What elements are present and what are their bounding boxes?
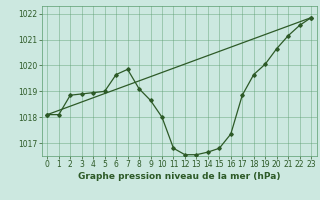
X-axis label: Graphe pression niveau de la mer (hPa): Graphe pression niveau de la mer (hPa) bbox=[78, 172, 280, 181]
